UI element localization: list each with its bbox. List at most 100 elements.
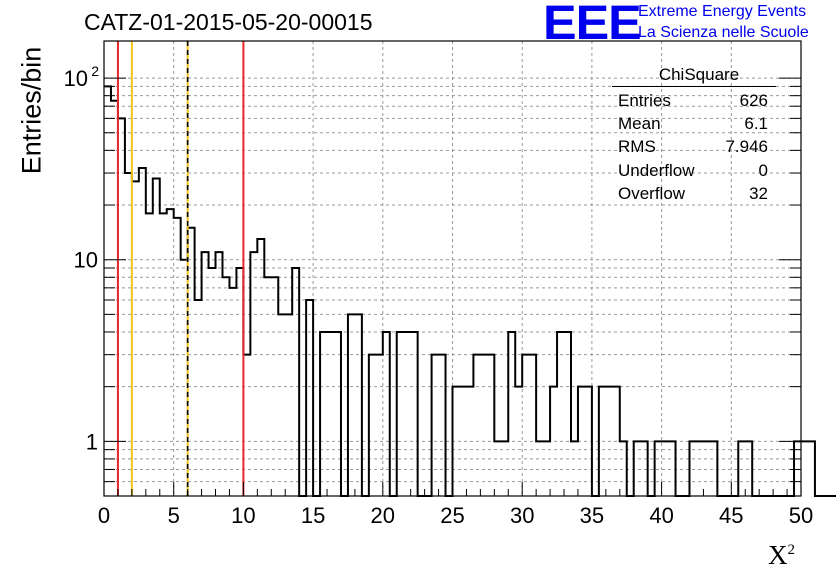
stats-row-rms: RMS 7.946	[612, 135, 776, 158]
histogram-bin	[153, 178, 160, 496]
histogram-bin	[250, 252, 257, 496]
histogram-bin	[529, 355, 536, 496]
histogram-bin	[202, 252, 209, 496]
histogram-bin	[397, 332, 404, 496]
stats-label: Mean	[618, 114, 661, 134]
histogram-bin	[453, 387, 460, 496]
reference-lines-layer	[116, 41, 245, 496]
histogram-bin	[564, 332, 571, 496]
histogram-bin	[439, 355, 446, 496]
histogram-bin	[473, 355, 480, 496]
tick-layer	[103, 77, 802, 497]
histogram-bin	[271, 277, 278, 496]
histogram-bin	[222, 277, 229, 496]
x-axis-title-exponent: 2	[787, 542, 796, 558]
histogram-bin	[606, 387, 613, 496]
x-tick-label: 50	[789, 503, 813, 528]
x-axis-title: X2	[768, 540, 795, 571]
histogram-bin	[306, 300, 313, 496]
stats-label: RMS	[618, 137, 656, 157]
x-axis-title-base: X	[768, 540, 788, 570]
stats-value: 0	[758, 160, 768, 180]
histogram-bin	[264, 277, 271, 496]
histogram-bin	[571, 441, 578, 496]
histogram-bin	[536, 441, 543, 496]
histogram-bin	[578, 387, 585, 496]
histogram-bin	[369, 355, 376, 496]
histogram-bin	[125, 173, 132, 496]
histogram-bin	[146, 213, 153, 496]
histogram-bin	[432, 355, 439, 496]
histogram-bin	[327, 332, 334, 496]
histogram-bin	[118, 118, 125, 496]
x-tick-label: 5	[168, 503, 180, 528]
histogram-bin	[480, 355, 487, 496]
stats-value: 6.1	[744, 114, 768, 134]
histogram-bin	[808, 441, 815, 496]
histogram-bin	[320, 332, 327, 496]
stats-label: Overflow	[618, 183, 686, 203]
histogram-bin	[285, 314, 292, 496]
stats-value: 32	[749, 183, 768, 203]
x-tick-label: 10	[231, 503, 255, 528]
eee-logo: EEE	[543, 0, 642, 48]
histogram-bin	[696, 441, 703, 496]
histogram-bin	[139, 168, 146, 496]
y-tick-label: 1	[86, 429, 98, 454]
histogram-bin	[132, 181, 139, 496]
histogram-bin	[174, 218, 181, 496]
run-title: CATZ-01-2015-05-20-00015	[84, 9, 373, 35]
histogram-bin	[669, 441, 676, 496]
stats-row-entries: Entries 626	[612, 89, 776, 112]
stats-row-overflow: Overflow 32	[612, 182, 776, 205]
stats-value: 7.946	[725, 137, 768, 157]
histogram-bin	[376, 355, 383, 496]
histogram-bin	[181, 260, 188, 496]
histogram-bin	[515, 387, 522, 496]
y-tick-label: 10	[74, 248, 98, 273]
histogram-bin	[703, 441, 710, 496]
stats-box: ChiSquare Entries 626 Mean 6.1 RMS 7.946…	[612, 65, 776, 205]
histogram-bin	[111, 101, 118, 496]
y-tick-label: 10	[64, 66, 88, 91]
histogram-bin	[689, 441, 696, 496]
histogram-bin	[710, 441, 717, 496]
histogram-bin	[641, 441, 648, 496]
histogram-bin	[634, 441, 641, 496]
stats-row-mean: Mean 6.1	[612, 112, 776, 135]
histogram-bin	[550, 387, 557, 496]
histogram-bin	[216, 252, 223, 496]
histogram-bin	[104, 86, 111, 496]
histogram-bin	[745, 441, 752, 496]
stats-row-underflow: Underflow 0	[612, 159, 776, 182]
histogram-bin	[278, 314, 285, 496]
histogram-bin	[501, 441, 508, 496]
histogram-bin	[487, 355, 494, 496]
histogram-bin	[522, 355, 529, 496]
stats-value: 626	[739, 91, 768, 110]
histogram-bin	[411, 332, 418, 496]
x-tick-label: 40	[649, 503, 673, 528]
histogram-bin	[188, 228, 195, 496]
histogram-bin	[801, 441, 808, 496]
histogram-bin	[557, 332, 564, 496]
x-tick-label: 0	[98, 503, 110, 528]
stats-label: Underflow	[618, 160, 695, 180]
histogram-bin	[160, 213, 167, 496]
histogram-bin	[466, 387, 473, 496]
histogram-bin	[738, 441, 745, 496]
histogram-bin	[404, 332, 411, 496]
histogram-bin	[243, 355, 250, 496]
histogram-bin	[355, 314, 362, 496]
histogram-bin	[334, 332, 341, 496]
x-tick-label: 45	[719, 503, 743, 528]
histogram-bin	[167, 209, 174, 496]
histogram-bin	[655, 441, 662, 496]
histogram-bin	[613, 387, 620, 496]
histogram-bin	[508, 332, 515, 496]
x-tick-label: 25	[440, 503, 464, 528]
histogram-bin	[195, 300, 202, 496]
stats-label: Entries	[618, 91, 671, 110]
